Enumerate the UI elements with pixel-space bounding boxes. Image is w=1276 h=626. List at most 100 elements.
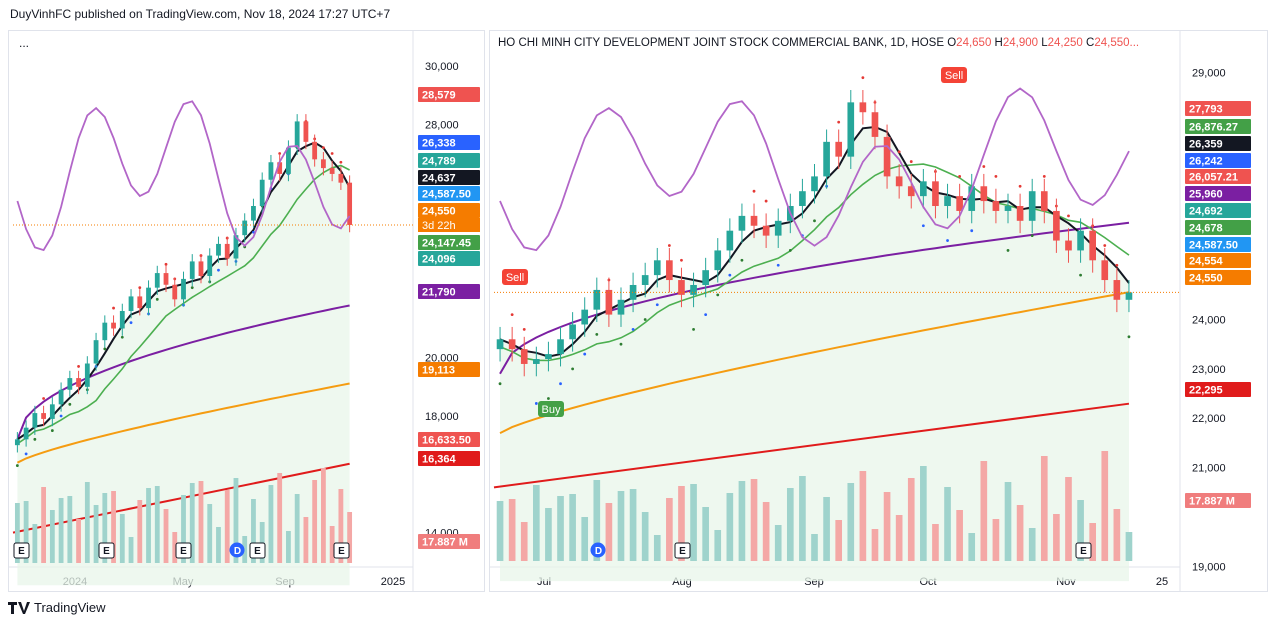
volume-bar <box>347 512 353 563</box>
sar-dot <box>619 342 623 346</box>
price-badge-label: 16,633.50 <box>422 435 471 447</box>
price-badge-label: 24,550 <box>1189 273 1223 285</box>
price-tick-label: 29,000 <box>1192 68 1226 80</box>
legend-l-label: L <box>1041 37 1048 49</box>
time-tick-label: 2025 <box>381 576 405 588</box>
volume-bar <box>762 502 770 561</box>
candle-body <box>172 284 178 300</box>
candle-body <box>569 324 576 340</box>
price-badge-label: 19,113 <box>422 365 455 377</box>
sar-dot <box>970 229 974 233</box>
candle-body <box>835 141 843 157</box>
footer-brand: TradingView <box>34 600 106 615</box>
volume-bar <box>320 468 326 563</box>
candle-body <box>189 261 195 279</box>
sar-dot <box>190 286 194 290</box>
volume-bar <box>32 524 38 563</box>
sar-dot <box>595 332 599 336</box>
right-chart-svg[interactable]: HO CHI MINH CITY DEVELOPMENT JOINT STOCK… <box>490 31 1267 591</box>
volume-bar <box>774 525 782 561</box>
volume-bar <box>224 490 230 563</box>
sar-dot <box>33 437 37 441</box>
volume-bar <box>1101 451 1109 561</box>
candle-body <box>508 339 516 350</box>
candle-body <box>557 339 564 355</box>
volume-bar <box>84 482 90 563</box>
price-tick-label: 23,000 <box>1192 364 1226 376</box>
candle-body <box>823 141 830 177</box>
ma-red-line <box>493 402 1130 489</box>
volume-bar <box>233 478 239 563</box>
candle-body <box>154 273 160 288</box>
candle-body <box>1089 230 1096 261</box>
volume-bar <box>111 491 116 563</box>
price-badge-label: 24,147.45 <box>422 238 471 250</box>
price-badge <box>418 251 480 266</box>
candle-body <box>533 359 540 364</box>
price-badge-label: 21,790 <box>422 287 456 299</box>
sar-dot <box>631 328 635 331</box>
dividend-marker <box>590 542 606 558</box>
earnings-marker <box>1075 542 1092 559</box>
sar-dot <box>837 120 841 124</box>
sar-dot <box>946 239 949 242</box>
sar-dot <box>680 258 683 262</box>
earnings-marker <box>249 542 266 559</box>
volume-bar <box>1016 505 1024 561</box>
signal-label: Buy <box>542 404 561 416</box>
price-badge-label: 24,692 <box>1189 206 1223 218</box>
volume-bar <box>714 530 722 561</box>
volume-bar <box>67 496 73 563</box>
earnings-marker <box>175 542 192 559</box>
sar-dot <box>510 313 514 316</box>
right-chart-pane[interactable]: HO CHI MINH CITY DEVELOPMENT JOINT STOCK… <box>489 30 1268 592</box>
price-badge-label: 22,295 <box>1189 385 1223 397</box>
candle-body <box>198 261 204 276</box>
sar-dot <box>704 313 708 316</box>
countdown-badge <box>418 218 480 232</box>
volume-bar <box>216 527 221 563</box>
volume-bar <box>49 510 55 563</box>
volume-bar <box>968 533 976 561</box>
sar-dot <box>217 268 220 272</box>
volume-bar <box>920 466 927 561</box>
left-chart-svg[interactable]: ...30,00028,00020,00018,00014,0002024May… <box>9 31 484 591</box>
volume-bar <box>286 531 291 563</box>
candle-body <box>714 250 722 271</box>
left-chart-pane[interactable]: ...30,00028,00020,00018,00014,0002024May… <box>8 30 485 592</box>
candle-body <box>641 275 649 285</box>
candle-body <box>545 354 552 360</box>
candle-body <box>738 215 746 231</box>
volume-bar <box>835 520 843 561</box>
candle-body <box>320 159 326 169</box>
candle-body <box>137 296 143 309</box>
candle-body <box>146 287 151 309</box>
volume-bar <box>980 461 988 561</box>
price-badge <box>1185 237 1251 252</box>
candle-body <box>111 322 116 329</box>
candle-body <box>871 112 879 137</box>
event-marker-label: E <box>180 546 187 557</box>
price-badge <box>1185 253 1251 268</box>
volume-bar <box>871 529 879 561</box>
volume-bar <box>847 483 855 561</box>
earnings-marker <box>13 542 30 559</box>
price-badge <box>418 170 480 185</box>
volume-bar <box>799 476 806 561</box>
volume-bar <box>569 494 576 561</box>
candle-body <box>41 413 47 419</box>
sar-dot <box>1042 174 1046 178</box>
sar-dot <box>788 249 792 252</box>
candle-body <box>181 278 186 300</box>
legend-low: 24,250 <box>1048 37 1086 49</box>
candle-body <box>883 136 891 177</box>
candle-body <box>329 168 335 174</box>
candle-body <box>859 102 867 113</box>
candle-body <box>980 186 988 202</box>
candle-body <box>750 215 758 226</box>
price-badge-label: 24,637 <box>422 173 456 185</box>
volume-bar <box>545 508 552 561</box>
countdown-label: 3d 22h <box>422 220 456 232</box>
price-badge-label: 25,960 <box>1189 189 1223 201</box>
candle-body <box>277 162 283 174</box>
